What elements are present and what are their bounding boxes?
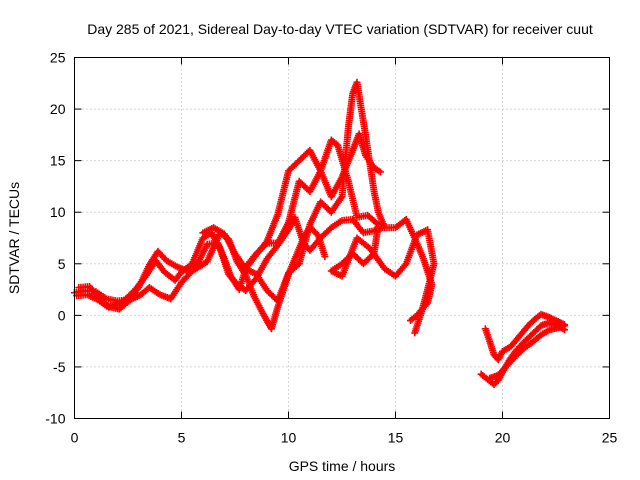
x-tick-label: 25	[602, 430, 618, 446]
x-tick-label: 15	[388, 430, 404, 446]
y-tick-label: 15	[50, 153, 66, 169]
series-track-1	[71, 130, 385, 305]
data-point	[406, 317, 414, 325]
y-tick-label: 10	[50, 204, 66, 220]
y-tick-label: -5	[53, 359, 66, 375]
data-point	[373, 219, 381, 227]
plot-frame	[74, 57, 610, 419]
y-tick-label: 0	[58, 307, 66, 323]
data-point	[377, 168, 385, 176]
grid	[74, 57, 610, 419]
y-tick-label: 5	[58, 256, 66, 272]
axis-ticks: 0 5 10 15 20 25 -10 -5 0 5 10 15 20 25	[45, 50, 617, 446]
series-track-8	[486, 322, 569, 382]
x-tick-label: 20	[495, 430, 511, 446]
x-tick-label: 0	[71, 430, 79, 446]
data-point	[561, 322, 569, 330]
data-point	[411, 329, 419, 337]
chart-title: Day 285 of 2021, Sidereal Day-to-day VTE…	[87, 21, 593, 37]
series-track-2	[75, 213, 387, 311]
data-points	[71, 78, 569, 388]
y-tick-label: 20	[50, 101, 66, 117]
series-track-7	[481, 310, 569, 364]
y-tick-label: -10	[45, 411, 65, 427]
x-tick-label: 5	[178, 430, 186, 446]
data-point	[262, 241, 270, 249]
y-tick-label: 25	[50, 50, 66, 66]
x-axis-label: GPS time / hours	[289, 458, 396, 474]
y-axis-label: SDTVAR / TECUs	[6, 182, 22, 294]
series-track-5	[242, 136, 438, 337]
x-tick-label: 10	[281, 430, 297, 446]
data-point	[321, 253, 329, 261]
series-track-3	[73, 223, 329, 333]
